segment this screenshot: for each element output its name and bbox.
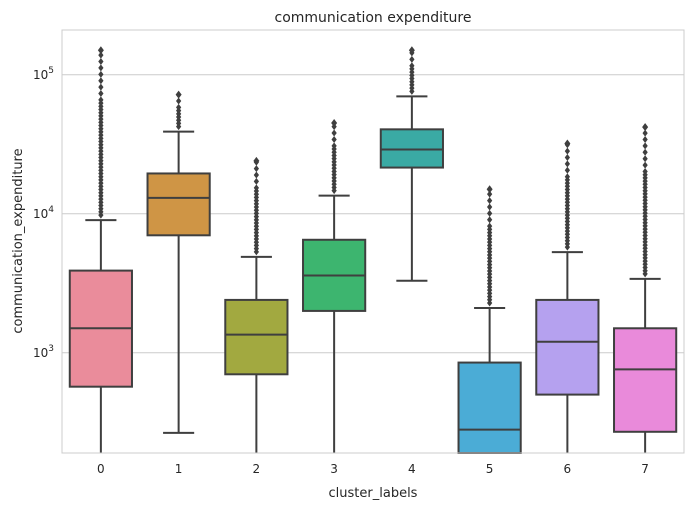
x-tick-label: 7 [641, 462, 649, 476]
outlier-point [642, 123, 649, 132]
box-1 [146, 172, 211, 237]
outlier-point [487, 190, 493, 198]
box-group-0 [68, 46, 133, 453]
outlier-point [564, 173, 570, 181]
outlier-point [408, 46, 415, 55]
box-group-4 [379, 46, 444, 282]
y-tick-label: 105 [33, 66, 54, 82]
outlier-point [253, 184, 259, 192]
outlier-point [487, 197, 493, 205]
outlier-point [253, 156, 260, 165]
outlier-point [409, 55, 415, 63]
y-tick-exponent: 5 [48, 66, 54, 76]
box-group-5 [457, 185, 522, 454]
x-tick-label: 5 [486, 462, 494, 476]
outlier-point [642, 142, 648, 150]
x-axis-label: cluster_labels [329, 486, 418, 501]
outlier-point [253, 171, 259, 179]
outlier-point [98, 90, 104, 98]
outlier-point [175, 90, 182, 99]
outlier-point [253, 177, 259, 185]
y-tick-base: 10 [33, 346, 48, 360]
outlier-point [98, 64, 104, 72]
outlier-point [642, 155, 648, 163]
outlier-point [487, 203, 493, 211]
outlier-point [98, 51, 104, 59]
plot-frame [61, 29, 685, 454]
outlier-point [642, 148, 648, 156]
box-group-1 [146, 90, 211, 434]
y-tick-base: 10 [33, 68, 48, 82]
y-tick-exponent: 4 [48, 205, 54, 215]
x-tick-label: 2 [253, 462, 261, 476]
outlier-point [642, 167, 648, 175]
outlier-point [487, 216, 493, 224]
outlier-point [98, 77, 104, 85]
box-2 [224, 298, 289, 376]
box-group-2 [224, 156, 289, 453]
outlier-point [331, 142, 337, 150]
box-7 [613, 327, 678, 433]
x-ticks: 0 1 2 3 4 5 6 7 [97, 462, 649, 476]
box-6 [535, 298, 600, 396]
outlier-point [176, 97, 182, 105]
box-group-3 [302, 118, 367, 453]
outlier-point [331, 118, 338, 127]
outlier-point [487, 209, 493, 217]
y-tick-base: 10 [33, 207, 48, 221]
x-tick-label: 1 [175, 462, 183, 476]
outlier-point [564, 139, 571, 148]
outlier-point [564, 166, 570, 174]
y-tick-exponent: 3 [48, 344, 54, 354]
box-group-7 [613, 123, 678, 453]
outlier-point [564, 160, 570, 168]
outlier-point [98, 96, 104, 104]
outlier-point [409, 62, 415, 70]
boxes [68, 46, 678, 454]
x-tick-label: 3 [330, 462, 338, 476]
outlier-point [97, 46, 104, 55]
outlier-point [487, 222, 493, 230]
x-tick-label: 6 [564, 462, 572, 476]
x-tick-label: 0 [97, 462, 105, 476]
outlier-point [564, 153, 570, 161]
outlier-point [642, 129, 648, 137]
outlier-point [331, 129, 337, 137]
outlier-point [253, 165, 259, 173]
outlier-point [642, 135, 648, 143]
outlier-point [564, 147, 570, 155]
y-tick-label: 104 [33, 205, 54, 221]
outlier-point [486, 185, 493, 194]
outlier-point [98, 58, 104, 66]
y-tick-label: 103 [33, 344, 54, 360]
outlier-point [176, 103, 182, 111]
outlier-point [331, 135, 337, 143]
box-group-6 [535, 139, 600, 453]
chart-title: communication expenditure [275, 10, 472, 26]
outlier-point [98, 70, 104, 78]
box-4 [379, 128, 444, 169]
outlier-point [98, 83, 104, 91]
outlier-point [642, 161, 648, 169]
y-axis-label: communication_expenditure [11, 148, 26, 333]
x-tick-label: 4 [408, 462, 416, 476]
box-5 [457, 361, 522, 454]
